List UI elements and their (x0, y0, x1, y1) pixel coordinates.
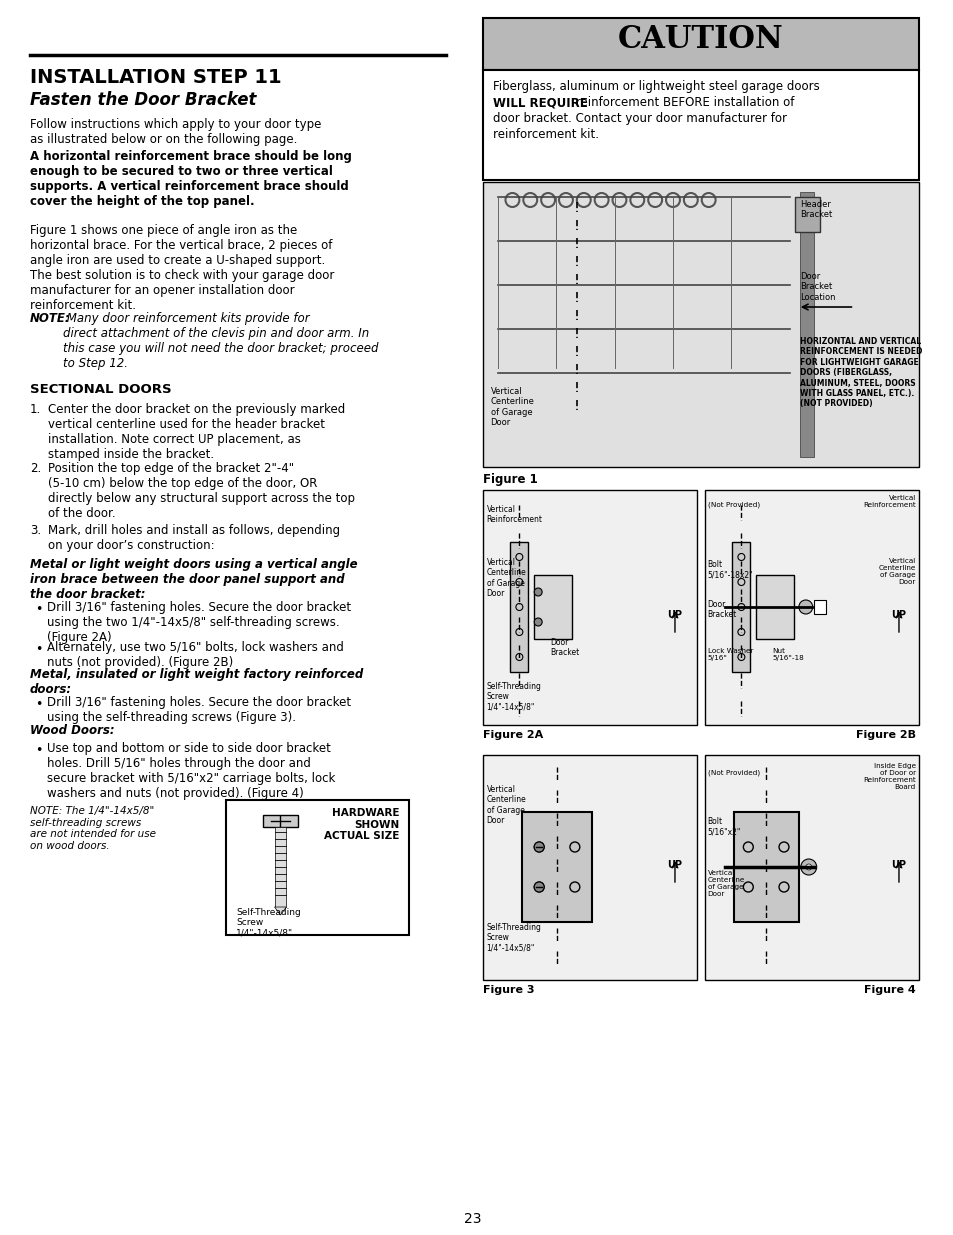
Text: 2.: 2. (30, 462, 41, 475)
Text: HARDWARE
SHOWN
ACTUAL SIZE: HARDWARE SHOWN ACTUAL SIZE (324, 808, 399, 841)
Text: A horizontal reinforcement brace should be long
enough to be secured to two or t: A horizontal reinforcement brace should … (30, 149, 352, 207)
Text: Metal, insulated or light weight factory reinforced
doors:: Metal, insulated or light weight factory… (30, 668, 362, 697)
Circle shape (800, 860, 816, 876)
Bar (482, 19, 918, 70)
Text: 1.: 1. (30, 403, 41, 416)
Text: UP: UP (666, 610, 681, 620)
Text: •: • (35, 743, 42, 757)
Bar (732, 542, 749, 672)
Text: Fiberglass, aluminum or lightweight steel garage doors: Fiberglass, aluminum or lightweight stee… (492, 80, 819, 93)
Text: Bolt
5/16"-18x2": Bolt 5/16"-18x2" (707, 559, 753, 579)
Text: Inside Edge
of Door or
Reinforcement
Board: Inside Edge of Door or Reinforcement Boa… (862, 763, 915, 790)
Bar (756, 576, 793, 638)
Text: Self-Threading
Screw
1/4"-14x5/8": Self-Threading Screw 1/4"-14x5/8" (235, 908, 300, 937)
Text: Alternately, use two 5/16" bolts, lock washers and
nuts (not provided). (Figure : Alternately, use two 5/16" bolts, lock w… (47, 641, 343, 669)
Text: Vertical
Centerline
of Garage
Door: Vertical Centerline of Garage Door (486, 558, 526, 598)
Text: Lock Washer
5/16": Lock Washer 5/16" (707, 648, 752, 661)
Text: Drill 3/16" fastening holes. Secure the door bracket
using the self-threading sc: Drill 3/16" fastening holes. Secure the … (47, 697, 351, 724)
Bar (813, 600, 824, 614)
Text: Follow instructions which apply to your door type
as illustrated below or on the: Follow instructions which apply to your … (30, 119, 321, 146)
Text: UP: UP (890, 860, 905, 869)
Text: reinforcement BEFORE installation of: reinforcement BEFORE installation of (571, 96, 794, 109)
Text: Nut
5/16"-18: Nut 5/16"-18 (771, 648, 803, 661)
Text: Fasten the Door Bracket: Fasten the Door Bracket (30, 91, 256, 109)
Text: Vertical
Centerline
of Garage
Door: Vertical Centerline of Garage Door (878, 558, 915, 585)
Bar (522, 811, 591, 923)
Text: reinforcement kit.: reinforcement kit. (492, 128, 598, 141)
Circle shape (798, 600, 812, 614)
Circle shape (534, 842, 543, 852)
Text: •: • (35, 698, 42, 711)
Text: Figure 1 shows one piece of angle iron as the
horizontal brace. For the vertical: Figure 1 shows one piece of angle iron a… (30, 224, 334, 312)
Bar (274, 827, 286, 906)
Text: (Not Provided): (Not Provided) (707, 769, 759, 777)
Text: •: • (35, 643, 42, 656)
Text: UP: UP (890, 610, 905, 620)
Text: NOTE: The 1/4"-14x5/8"
self-threading screws
are not intended for use
on wood do: NOTE: The 1/4"-14x5/8" self-threading sc… (30, 806, 155, 851)
Text: HORIZONTAL AND VERTICAL
REINFORCEMENT IS NEEDED
FOR LIGHTWEIGHT GARAGE
DOORS (FI: HORIZONTAL AND VERTICAL REINFORCEMENT IS… (799, 337, 922, 409)
Text: CAUTION: CAUTION (618, 23, 782, 56)
Bar (262, 815, 298, 827)
Text: Door
Bracket: Door Bracket (707, 600, 736, 620)
Bar (734, 811, 798, 923)
Bar (534, 576, 571, 638)
Text: 23: 23 (463, 1212, 481, 1226)
Bar (510, 542, 528, 672)
Text: •: • (35, 603, 42, 616)
Text: Wood Doors:: Wood Doors: (30, 724, 114, 737)
Text: Figure 3: Figure 3 (482, 986, 534, 995)
Text: WILL REQUIRE: WILL REQUIRE (492, 96, 587, 109)
Text: Mark, drill holes and install as follows, depending
on your door’s construction:: Mark, drill holes and install as follows… (48, 524, 339, 552)
Bar (482, 755, 696, 981)
Text: Use top and bottom or side to side door bracket
holes. Drill 5/16" holes through: Use top and bottom or side to side door … (47, 742, 335, 800)
Text: Vertical
Centerline
of Garage
Door: Vertical Centerline of Garage Door (486, 785, 526, 825)
Text: Position the top edge of the bracket 2"-4"
(5-10 cm) below the top edge of the d: Position the top edge of the bracket 2"-… (48, 462, 355, 520)
Bar (794, 198, 819, 232)
Text: Vertical
Reinforcement: Vertical Reinforcement (862, 495, 915, 508)
Text: Vertical
Centerline
of Garage
Door: Vertical Centerline of Garage Door (707, 869, 744, 897)
Text: 3.: 3. (30, 524, 41, 537)
Text: Figure 2B: Figure 2B (855, 730, 915, 740)
Circle shape (534, 588, 541, 597)
Circle shape (534, 618, 541, 626)
Bar (704, 490, 918, 725)
Circle shape (534, 882, 543, 892)
Text: Door
Bracket: Door Bracket (550, 638, 578, 657)
Bar (482, 490, 696, 725)
Text: Many door reinforcement kits provide for
direct attachment of the clevis pin and: Many door reinforcement kits provide for… (63, 312, 378, 370)
Text: Metal or light weight doors using a vertical angle
iron brace between the door p: Metal or light weight doors using a vert… (30, 558, 357, 601)
Bar (799, 191, 813, 457)
Bar (482, 182, 918, 467)
Polygon shape (274, 906, 286, 915)
Text: UP: UP (666, 860, 681, 869)
Text: SECTIONAL DOORS: SECTIONAL DOORS (30, 383, 172, 396)
Text: (Not Provided): (Not Provided) (707, 501, 759, 509)
Text: Header
Bracket: Header Bracket (799, 200, 831, 220)
Text: Center the door bracket on the previously marked
vertical centerline used for th: Center the door bracket on the previousl… (48, 403, 344, 461)
Text: Vertical
Centerline
of Garage
Door: Vertical Centerline of Garage Door (490, 387, 534, 427)
Text: INSTALLATION STEP 11: INSTALLATION STEP 11 (30, 68, 281, 86)
Text: Figure 4: Figure 4 (863, 986, 915, 995)
Text: Vertical
Reinforcement: Vertical Reinforcement (486, 505, 542, 525)
Text: door bracket. Contact your door manufacturer for: door bracket. Contact your door manufact… (492, 112, 786, 125)
Text: Drill 3/16" fastening holes. Secure the door bracket
using the two 1/4"-14x5/8" : Drill 3/16" fastening holes. Secure the … (47, 601, 351, 643)
Text: Figure 2A: Figure 2A (482, 730, 542, 740)
Bar (704, 755, 918, 981)
Bar (482, 70, 918, 180)
Text: Door
Bracket
Location: Door Bracket Location (799, 272, 835, 301)
Circle shape (805, 864, 811, 869)
Text: Self-Threading
Screw
1/4"-14x5/8": Self-Threading Screw 1/4"-14x5/8" (486, 682, 541, 711)
Text: NOTE:: NOTE: (30, 312, 71, 325)
Text: Self-Threading
Screw
1/4"-14x5/8": Self-Threading Screw 1/4"-14x5/8" (486, 923, 541, 952)
Bar (226, 800, 409, 935)
Text: Bolt
5/16"x2": Bolt 5/16"x2" (707, 818, 740, 836)
Text: Figure 1: Figure 1 (482, 473, 537, 487)
